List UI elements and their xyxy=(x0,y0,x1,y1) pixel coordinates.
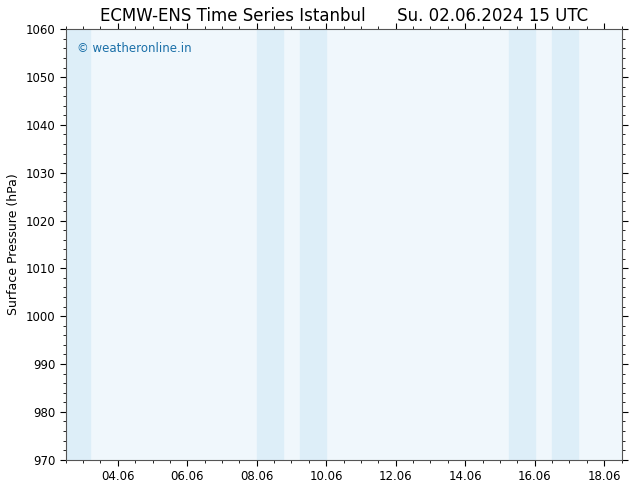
Bar xyxy=(66,29,90,460)
Bar xyxy=(300,29,327,460)
Bar xyxy=(508,29,534,460)
Title: ECMW-ENS Time Series Istanbul      Su. 02.06.2024 15 UTC: ECMW-ENS Time Series Istanbul Su. 02.06.… xyxy=(100,7,588,25)
Text: © weatheronline.in: © weatheronline.in xyxy=(77,42,191,55)
Bar xyxy=(257,29,283,460)
Y-axis label: Surface Pressure (hPa): Surface Pressure (hPa) xyxy=(7,173,20,316)
Bar xyxy=(552,29,578,460)
